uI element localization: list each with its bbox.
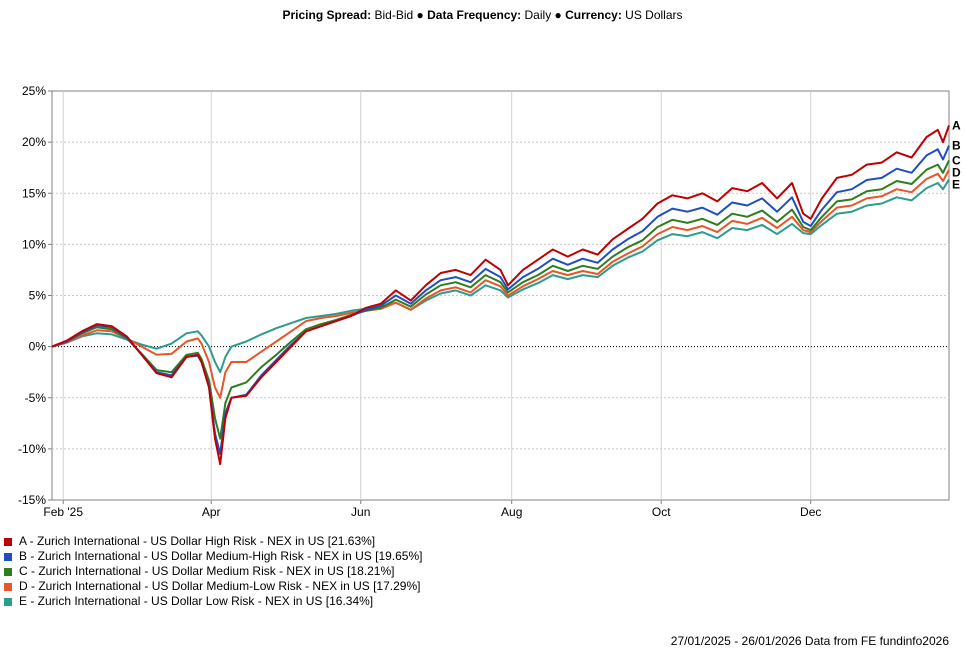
frequency-value: Daily bbox=[524, 8, 552, 22]
series-lines bbox=[51, 125, 950, 466]
x-tick-label: Apr bbox=[202, 505, 221, 519]
series-line-d bbox=[51, 169, 950, 399]
legend-label: C - Zurich International - US Dollar Med… bbox=[19, 564, 395, 578]
legend-item-b: B - Zurich International - US Dollar Med… bbox=[4, 549, 422, 564]
y-axis: -15% -10% -5% 0% 5% 10% 15% 20% 25% bbox=[18, 84, 52, 507]
y-tick-label: -15% bbox=[18, 493, 46, 507]
x-tick-label: Aug bbox=[501, 505, 522, 519]
y-tick-label: 25% bbox=[22, 84, 46, 98]
end-label-e: E bbox=[952, 177, 960, 191]
legend-swatch bbox=[4, 597, 12, 606]
currency-value: US Dollars bbox=[625, 8, 683, 22]
y-tick-label: -10% bbox=[18, 442, 46, 456]
end-label-d: D bbox=[952, 165, 961, 179]
x-tick-label: Dec bbox=[800, 505, 821, 519]
legend-item-d: D - Zurich International - US Dollar Med… bbox=[4, 579, 422, 594]
y-tick-label: 15% bbox=[22, 186, 46, 200]
end-label-c: C bbox=[952, 153, 961, 167]
y-tick-label: 10% bbox=[22, 237, 46, 251]
x-tick-label: Oct bbox=[652, 505, 671, 519]
x-tick-label: Jun bbox=[351, 505, 370, 519]
x-axis: Feb '25 Apr Jun Aug Oct Dec bbox=[43, 500, 821, 519]
legend: A - Zurich International - US Dollar Hig… bbox=[4, 534, 422, 609]
y-tick-label: 0% bbox=[29, 340, 47, 354]
gridlines bbox=[52, 91, 949, 500]
legend-label: D - Zurich International - US Dollar Med… bbox=[19, 579, 421, 593]
currency-label: Currency: bbox=[565, 8, 622, 22]
end-label-a: A bbox=[952, 118, 961, 132]
chart-header: Pricing Spread: Bid-Bid ● Data Frequency… bbox=[0, 8, 965, 22]
legend-label: B - Zurich International - US Dollar Med… bbox=[19, 549, 423, 563]
spread-value: Bid-Bid bbox=[374, 8, 414, 22]
series-line-e bbox=[51, 178, 950, 374]
x-tick-label: Feb '25 bbox=[43, 505, 83, 519]
separator-1: ● bbox=[416, 8, 424, 22]
legend-swatch bbox=[4, 552, 12, 561]
y-tick-label: -5% bbox=[25, 391, 47, 405]
legend-label: A - Zurich International - US Dollar Hig… bbox=[19, 534, 376, 548]
legend-swatch bbox=[4, 537, 12, 546]
legend-label: E - Zurich International - US Dollar Low… bbox=[19, 594, 374, 608]
legend-swatch bbox=[4, 567, 12, 576]
series-line-a bbox=[51, 125, 950, 466]
legend-item-c: C - Zurich International - US Dollar Med… bbox=[4, 564, 422, 579]
separator-2: ● bbox=[554, 8, 562, 22]
date-range-footer: 27/01/2025 - 26/01/2026 Data from FE fun… bbox=[670, 634, 949, 648]
end-label-b: B bbox=[952, 139, 961, 153]
series-line-c bbox=[51, 159, 950, 440]
y-tick-label: 20% bbox=[22, 135, 46, 149]
legend-item-e: E - Zurich International - US Dollar Low… bbox=[4, 594, 422, 609]
spread-label: Pricing Spread: bbox=[282, 8, 372, 22]
legend-item-a: A - Zurich International - US Dollar Hig… bbox=[4, 534, 422, 549]
line-chart: -15% -10% -5% 0% 5% 10% 15% 20% 25% Feb '25 Apr Ju… bbox=[18, 84, 961, 519]
y-tick-label: 5% bbox=[29, 289, 47, 303]
legend-swatch bbox=[4, 582, 12, 591]
frequency-label: Data Frequency: bbox=[427, 8, 522, 22]
